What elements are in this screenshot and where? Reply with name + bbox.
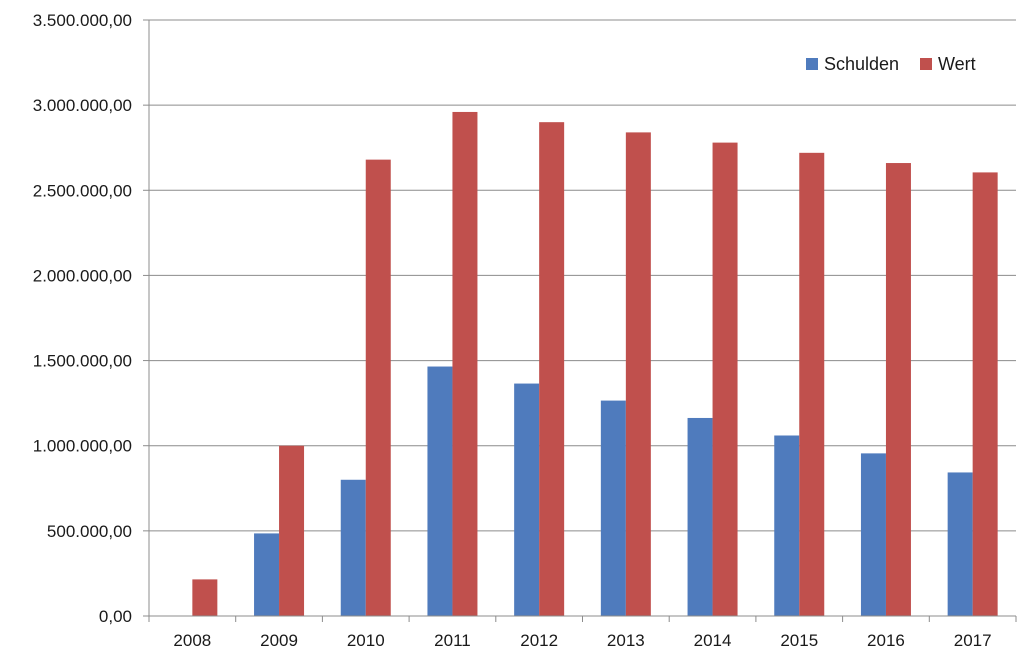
bar-wert-2012 bbox=[539, 122, 565, 617]
y-tick-label: 3.000.000,00 bbox=[33, 96, 132, 115]
bar-wert-2011 bbox=[452, 111, 478, 616]
x-tick-label: 2017 bbox=[954, 631, 992, 650]
y-tick-label: 1.500.000,00 bbox=[33, 352, 132, 371]
bar-wert-2016 bbox=[885, 163, 911, 617]
y-tick-label: 500.000,00 bbox=[47, 522, 132, 541]
bar-wert-2009 bbox=[279, 445, 305, 616]
y-tick-label: 2.000.000,00 bbox=[33, 266, 132, 285]
bar-schulden-2017 bbox=[947, 472, 973, 616]
bar-wert-2015 bbox=[799, 152, 825, 616]
x-tick-label: 2016 bbox=[867, 631, 905, 650]
x-tick-labels: 2008 2009 2010 2011 2012 2013 2014 2015 2016 2017 bbox=[173, 631, 991, 650]
x-tick-label: 2009 bbox=[260, 631, 298, 650]
bar-schulden-2015 bbox=[774, 435, 800, 616]
bar-schulden-2016 bbox=[860, 453, 886, 616]
bar-wert-2008 bbox=[192, 579, 218, 616]
bar-wert-2014 bbox=[712, 142, 738, 616]
bar-schulden-2013 bbox=[600, 400, 626, 616]
bar-wert-2010 bbox=[365, 159, 391, 617]
legend-swatch-wert bbox=[920, 58, 932, 70]
y-tick-label: 3.500.000,00 bbox=[33, 11, 132, 30]
y-tick-label: 2.500.000,00 bbox=[33, 181, 132, 200]
bar-schulden-2012 bbox=[514, 383, 540, 616]
legend-swatch-schulden bbox=[806, 58, 818, 70]
bar-wert-2013 bbox=[625, 132, 651, 617]
bar-schulden-2010 bbox=[340, 479, 366, 616]
y-tick-label: 1.000.000,00 bbox=[33, 437, 132, 456]
bar-schulden-2011 bbox=[427, 366, 453, 616]
axes bbox=[148, 20, 1017, 622]
x-tick-label: 2015 bbox=[780, 631, 818, 650]
legend-label-wert: Wert bbox=[938, 54, 976, 74]
x-tick-label: 2014 bbox=[694, 631, 732, 650]
y-tick-label: 0,00 bbox=[99, 607, 132, 626]
x-tick-label: 2011 bbox=[434, 631, 471, 650]
x-tick-label: 2012 bbox=[520, 631, 558, 650]
y-tick-labels: 0,00 500.000,00 1.000.000,00 1.500.000,00 2.… bbox=[33, 11, 132, 626]
bar-schulden-2014 bbox=[687, 417, 713, 616]
bar-wert-2017 bbox=[972, 172, 998, 617]
x-tick-label: 2013 bbox=[607, 631, 645, 650]
legend-label-schulden: Schulden bbox=[824, 54, 899, 74]
bars bbox=[192, 111, 998, 617]
bar-schulden-2009 bbox=[254, 533, 280, 616]
legend: Schulden Wert bbox=[806, 54, 976, 74]
x-tick-label: 2010 bbox=[347, 631, 385, 650]
x-tick-label: 2008 bbox=[173, 631, 211, 650]
